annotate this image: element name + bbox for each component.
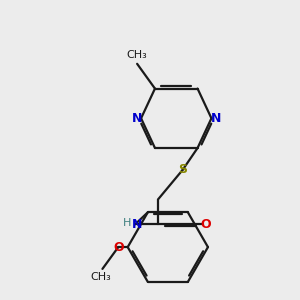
Text: S: S [178,163,187,176]
Text: O: O [113,241,124,254]
Text: N: N [131,112,142,125]
Text: CH₃: CH₃ [127,50,148,60]
Text: N: N [131,218,142,231]
Text: N: N [211,112,221,125]
Text: H: H [123,218,131,228]
Text: O: O [200,218,211,231]
Text: CH₃: CH₃ [91,272,111,282]
